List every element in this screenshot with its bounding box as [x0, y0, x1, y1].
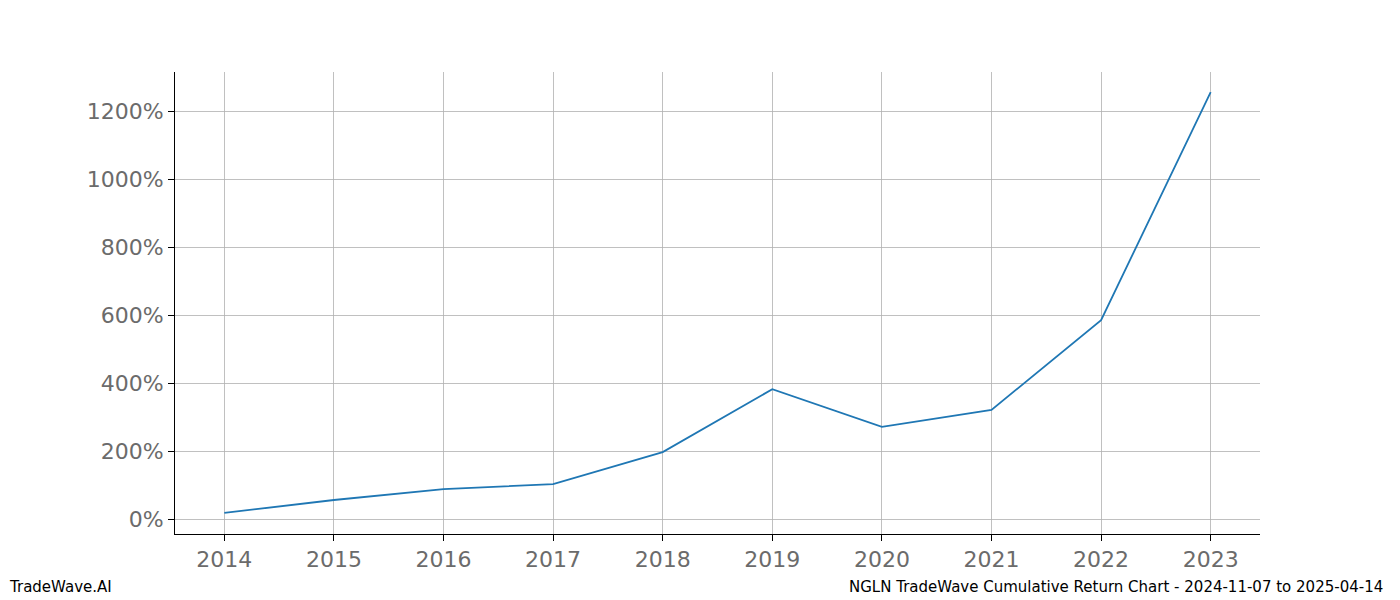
svg-text:2022: 2022: [1073, 547, 1129, 572]
svg-text:2023: 2023: [1183, 547, 1239, 572]
svg-text:2017: 2017: [525, 547, 581, 572]
svg-text:800%: 800%: [101, 235, 164, 260]
svg-text:1000%: 1000%: [87, 167, 164, 192]
svg-text:400%: 400%: [101, 371, 164, 396]
svg-text:2014: 2014: [196, 547, 252, 572]
svg-text:1200%: 1200%: [87, 99, 164, 124]
svg-text:2015: 2015: [306, 547, 362, 572]
svg-text:2016: 2016: [416, 547, 472, 572]
svg-text:2019: 2019: [744, 547, 800, 572]
svg-text:2018: 2018: [635, 547, 691, 572]
svg-text:0%: 0%: [129, 507, 164, 532]
svg-text:2021: 2021: [963, 547, 1019, 572]
svg-text:2020: 2020: [854, 547, 910, 572]
svg-text:600%: 600%: [101, 303, 164, 328]
svg-text:NGLN TradeWave Cumulative Retu: NGLN TradeWave Cumulative Return Chart -…: [849, 578, 1383, 596]
svg-text:TradeWave.AI: TradeWave.AI: [9, 578, 112, 596]
svg-text:200%: 200%: [101, 439, 164, 464]
